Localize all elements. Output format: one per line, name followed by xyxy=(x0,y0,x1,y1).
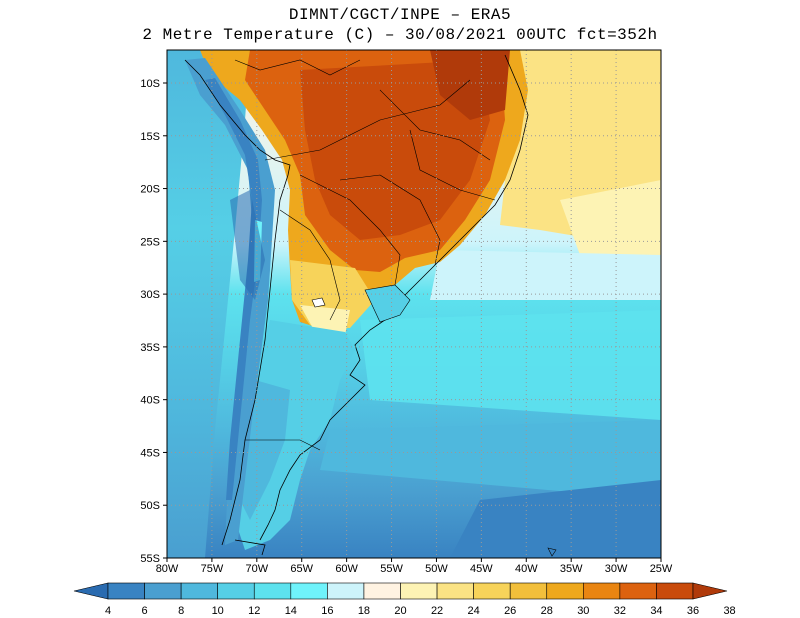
border-line-6 xyxy=(279,209,341,321)
colorbar-label: 6 xyxy=(142,605,148,617)
warm-atlantic-band-2 xyxy=(560,180,661,260)
border-line-7 xyxy=(234,59,361,76)
lon-label: 65W xyxy=(290,563,313,575)
lon-label: 30W xyxy=(605,563,628,575)
latitude-labels: 10S 15S 20S 25S 30S 35S 40S 45S 50S 55S xyxy=(140,78,167,565)
andes-altiplano-cold xyxy=(230,190,265,300)
lon-label: 80W xyxy=(156,563,179,575)
lon-label: 75W xyxy=(201,563,224,575)
lake-outline xyxy=(311,297,326,308)
falkland-like-island xyxy=(547,547,557,557)
colorbar-segment xyxy=(473,582,511,600)
colorbar-label: 8 xyxy=(178,605,184,617)
pacific-ocean-field xyxy=(167,50,250,558)
land-hottest-zone xyxy=(300,60,490,240)
colorbar-segment xyxy=(180,582,218,600)
colorbar-segment xyxy=(400,582,438,600)
colorbar-segment xyxy=(546,582,584,600)
colorbar-segment xyxy=(436,582,474,600)
colorbar: 4 6 8 10 12 14 16 18 20 22 24 26 28 30 32 34 36 38 xyxy=(73,582,736,617)
land-patagonia xyxy=(235,320,355,550)
colorbar-segment xyxy=(253,582,292,600)
colorbar-segment xyxy=(217,582,255,600)
colorbar-label: 22 xyxy=(431,605,443,617)
colorbar-label: 18 xyxy=(358,605,370,617)
colorbar-segment xyxy=(583,582,621,600)
map-gridlines xyxy=(167,50,661,558)
land-peak-zone xyxy=(430,50,510,120)
lon-label: 55W xyxy=(380,563,403,575)
atlantic-coastline xyxy=(259,54,529,541)
colorbar-label: 28 xyxy=(541,605,553,617)
lat-label: 45S xyxy=(140,447,160,459)
border-line-4 xyxy=(379,89,491,161)
lon-label: 70W xyxy=(246,563,269,575)
lat-label: 20S xyxy=(140,184,160,196)
colorbar-segment xyxy=(144,582,182,600)
chart-title-line-1: DIMNT/CGCT/INPE – ERA5 xyxy=(288,6,512,24)
colorbar-label: 14 xyxy=(285,605,297,617)
lon-label: 35W xyxy=(560,563,583,575)
border-line-3 xyxy=(339,174,441,266)
colorbar-segment xyxy=(619,582,657,600)
lat-label: 55S xyxy=(140,553,160,565)
colorbar-arrow-low xyxy=(73,582,109,600)
lat-label: 10S xyxy=(140,78,160,90)
border-line-5 xyxy=(409,129,496,201)
colorbar-label: 4 xyxy=(105,605,111,617)
longitude-labels: 80W 75W 70W 65W 60W 55W 50W 45W 40W 35W 30W 25W xyxy=(156,558,673,575)
colorbar-label: 36 xyxy=(687,605,699,617)
colorbar-segment xyxy=(327,582,365,600)
colorbar-label: 32 xyxy=(614,605,626,617)
colorbar-label: 20 xyxy=(394,605,406,617)
colorbar-segment xyxy=(290,582,328,600)
lon-label: 45W xyxy=(470,563,493,575)
lon-label: 50W xyxy=(425,563,448,575)
sst-band-6 xyxy=(450,480,661,558)
lat-label: 35S xyxy=(140,342,160,354)
rio-de-la-plata xyxy=(364,284,411,323)
lat-label: 25S xyxy=(140,236,160,248)
map-frame xyxy=(166,49,662,559)
colorbar-label: 30 xyxy=(577,605,589,617)
sst-band-18 xyxy=(430,250,661,300)
colorbar-label: 10 xyxy=(212,605,224,617)
border-line-8 xyxy=(245,439,321,451)
colorbar-arrow-high xyxy=(692,582,728,600)
lon-label: 25W xyxy=(650,563,673,575)
colorbar-segment xyxy=(363,582,401,600)
lat-label: 40S xyxy=(140,395,160,407)
pacific-coastline xyxy=(184,59,291,546)
colorbar-segment xyxy=(509,582,548,600)
colorbar-label: 26 xyxy=(504,605,516,617)
lon-label: 40W xyxy=(515,563,538,575)
tierra-del-fuego-outline xyxy=(234,539,266,556)
colorbar-segment xyxy=(656,582,694,600)
chart-title-line-2: 2 Metre Temperature (C) – 30/08/2021 00U… xyxy=(142,26,658,44)
map-field xyxy=(167,50,661,558)
colorbar-label: 34 xyxy=(650,605,662,617)
sst-band-10 xyxy=(320,420,661,500)
colorbar-segment xyxy=(107,582,145,600)
colorbar-label: 24 xyxy=(468,605,480,617)
colorbar-label: 12 xyxy=(248,605,260,617)
colorbar-label: 16 xyxy=(321,605,333,617)
sst-band-14 xyxy=(360,310,661,420)
lat-label: 50S xyxy=(140,500,160,512)
border-line-1 xyxy=(264,79,471,161)
lat-label: 15S xyxy=(140,131,160,143)
lat-label: 30S xyxy=(140,289,160,301)
colorbar-label: 38 xyxy=(723,605,735,617)
border-line-2 xyxy=(299,174,401,286)
lon-label: 60W xyxy=(335,563,358,575)
